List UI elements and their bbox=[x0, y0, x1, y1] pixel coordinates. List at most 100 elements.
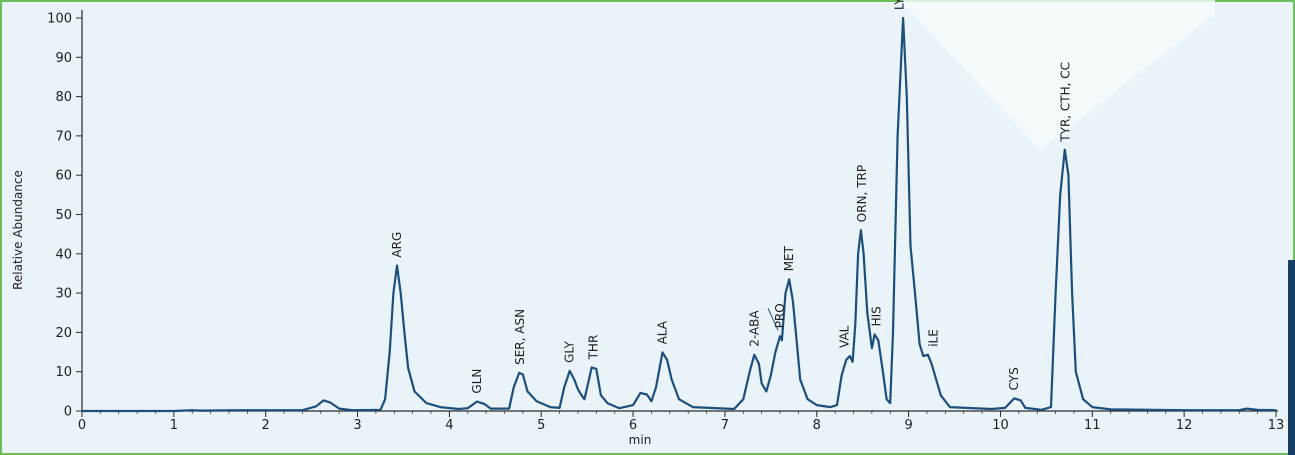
data-point bbox=[191, 409, 193, 412]
data-point bbox=[792, 300, 794, 302]
data-point bbox=[935, 378, 937, 381]
data-point bbox=[425, 402, 428, 404]
data-point bbox=[413, 390, 416, 393]
data-point bbox=[1050, 406, 1052, 408]
data-point bbox=[788, 278, 790, 281]
data-point bbox=[940, 394, 942, 397]
data-point bbox=[666, 359, 668, 361]
x-tick-label: 7 bbox=[721, 418, 729, 433]
peak-label: iLE bbox=[926, 329, 940, 347]
y-tick-label: 0 bbox=[64, 405, 72, 420]
y-tick-label: 100 bbox=[47, 12, 72, 27]
data-point bbox=[829, 406, 832, 408]
x-tick-label: 11 bbox=[1084, 418, 1101, 433]
data-point bbox=[639, 392, 642, 394]
peak-label: SER, ASN bbox=[513, 309, 527, 365]
data-point bbox=[396, 264, 398, 267]
data-point bbox=[1024, 407, 1027, 409]
data-point bbox=[779, 335, 781, 338]
data-point bbox=[573, 378, 576, 381]
x-axis-title: min bbox=[629, 433, 652, 447]
peak-label: ARG bbox=[390, 232, 404, 258]
data-point bbox=[338, 407, 341, 410]
peak-label: ALA bbox=[656, 320, 670, 344]
y-axis-title: Relative Abundance bbox=[11, 170, 25, 290]
peak-label: MET bbox=[782, 245, 796, 271]
data-point bbox=[1019, 399, 1022, 402]
data-point bbox=[661, 351, 664, 354]
data-point bbox=[1091, 406, 1094, 408]
y-tick-label: 60 bbox=[55, 169, 72, 184]
data-point bbox=[522, 373, 524, 376]
data-point bbox=[860, 229, 862, 231]
data-point bbox=[315, 405, 318, 408]
x-tick-label: 13 bbox=[1268, 418, 1285, 433]
right-edge-accent bbox=[1288, 260, 1295, 455]
data-point bbox=[1013, 397, 1015, 400]
data-point bbox=[877, 339, 880, 342]
data-point bbox=[1109, 408, 1112, 411]
peak-label: 2-ABA bbox=[747, 310, 761, 347]
y-tick-label: 70 bbox=[55, 129, 72, 144]
data-point bbox=[483, 403, 486, 405]
data-point bbox=[476, 400, 478, 403]
data-point bbox=[489, 407, 492, 410]
data-point bbox=[508, 407, 510, 410]
data-point bbox=[849, 355, 851, 357]
data-point bbox=[927, 354, 929, 356]
data-point bbox=[632, 404, 634, 406]
y-tick-label: 50 bbox=[55, 208, 72, 223]
y-tick-label: 80 bbox=[55, 90, 72, 105]
data-point bbox=[403, 331, 406, 334]
data-point bbox=[590, 366, 593, 369]
data-point bbox=[241, 409, 244, 412]
x-tick-label: 2 bbox=[262, 418, 270, 433]
data-point bbox=[885, 398, 888, 401]
data-point bbox=[1054, 292, 1057, 294]
y-tick-label: 10 bbox=[55, 365, 72, 380]
peak-label: PRO bbox=[773, 303, 787, 328]
data-point bbox=[949, 406, 951, 408]
x-tick-label: 5 bbox=[537, 418, 545, 433]
data-point bbox=[407, 367, 409, 369]
data-point bbox=[595, 368, 598, 370]
data-point bbox=[563, 386, 565, 389]
data-point bbox=[618, 407, 621, 410]
data-point bbox=[646, 393, 648, 396]
data-point bbox=[774, 351, 777, 353]
x-tick-label: 1 bbox=[170, 418, 178, 433]
y-tick-label: 20 bbox=[55, 326, 72, 341]
data-point bbox=[892, 331, 894, 334]
x-tick-label: 6 bbox=[629, 418, 637, 433]
data-point bbox=[526, 390, 529, 393]
y-tick-label: 30 bbox=[55, 287, 72, 302]
data-point bbox=[799, 378, 801, 381]
data-point bbox=[518, 372, 520, 374]
data-point bbox=[600, 394, 602, 397]
data-point bbox=[845, 359, 847, 361]
data-point bbox=[918, 343, 921, 346]
x-tick-label: 8 bbox=[813, 418, 821, 433]
y-tick-label: 90 bbox=[55, 51, 72, 66]
data-point bbox=[1245, 407, 1248, 410]
data-point bbox=[81, 410, 83, 412]
peak-labels: ARG GLN SER, ASN GLY THR ALA 2-ABA PRO MET VAL ORN… bbox=[390, 0, 1073, 394]
data-point bbox=[840, 374, 843, 377]
data-point bbox=[742, 398, 745, 401]
data-point bbox=[322, 399, 325, 402]
data-point bbox=[1059, 194, 1061, 196]
data-point bbox=[439, 406, 442, 408]
data-point bbox=[733, 408, 735, 410]
data-point bbox=[670, 378, 673, 381]
data-point bbox=[549, 406, 552, 408]
data-point bbox=[854, 323, 857, 326]
data-point bbox=[1064, 148, 1066, 151]
data-point bbox=[990, 408, 993, 410]
data-point bbox=[655, 386, 657, 389]
data-point bbox=[568, 370, 571, 372]
data-point bbox=[1071, 292, 1073, 294]
data-point bbox=[1238, 409, 1241, 412]
x-tick-label: 3 bbox=[353, 418, 361, 433]
data-point bbox=[692, 406, 694, 408]
